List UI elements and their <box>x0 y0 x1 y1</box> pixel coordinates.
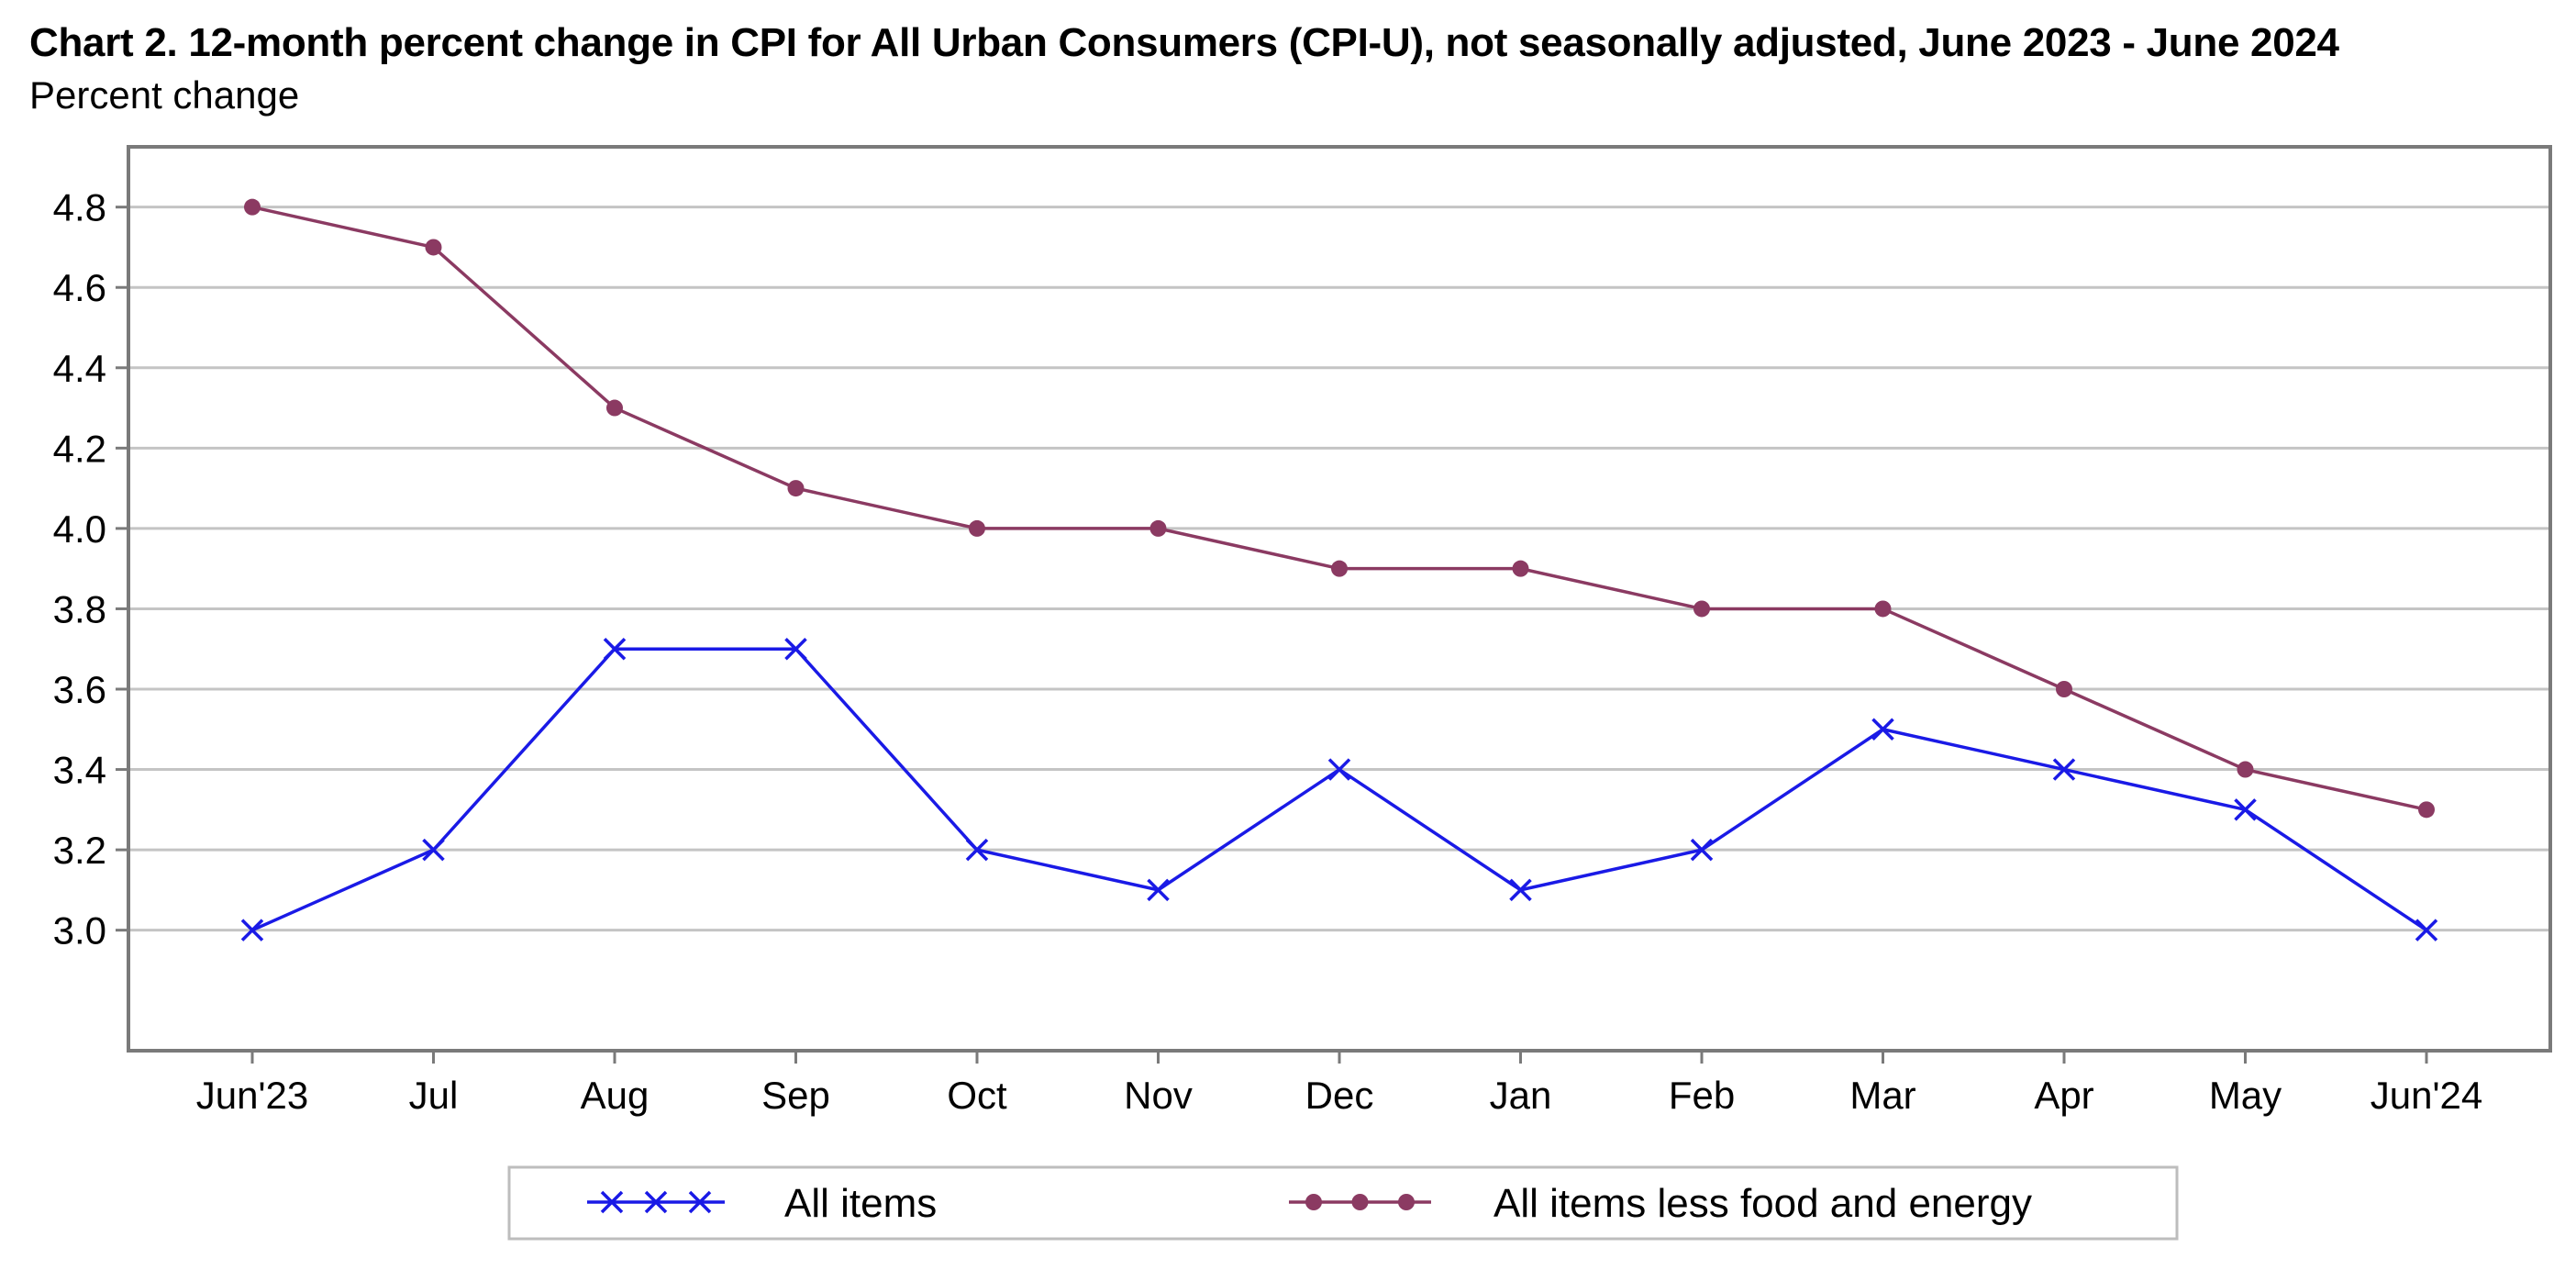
x-tick-label: Mar <box>1849 1074 1915 1117</box>
chart-title: Chart 2. 12-month percent change in CPI … <box>29 20 2339 65</box>
y-tick-label: 3.4 <box>53 749 106 792</box>
data-point <box>1874 600 1892 618</box>
legend-label: All items <box>784 1181 937 1226</box>
data-point <box>2415 919 2438 941</box>
y-tick-label: 4.0 <box>53 507 106 551</box>
legend-marker <box>600 1190 624 1214</box>
data-point <box>606 399 623 417</box>
data-point <box>1693 600 1710 618</box>
data-point <box>1690 838 1714 862</box>
legend-marker <box>644 1190 668 1214</box>
data-point <box>2418 801 2435 819</box>
x-tick-label: Jun'24 <box>2371 1074 2482 1117</box>
series-line <box>251 647 2427 932</box>
data-point <box>1327 758 1351 781</box>
legend-marker <box>1398 1194 1415 1210</box>
y-tick-label: 3.8 <box>53 587 106 630</box>
data-point <box>2237 761 2254 778</box>
data-point <box>1509 878 1532 902</box>
x-tick-label: Apr <box>2034 1074 2093 1117</box>
data-point <box>2056 681 2072 697</box>
series-layer <box>240 198 2438 941</box>
data-point <box>2052 758 2076 781</box>
data-point <box>1147 878 1170 902</box>
x-tick-label: May <box>2209 1074 2282 1117</box>
series-all-items-less-food-and-energy <box>244 198 2435 819</box>
x-tick-label: Aug <box>581 1074 650 1117</box>
x-axis-ticks: Jun'23 Jul Aug Sep Oct Nov Dec Jan Feb Mar Apr May J… <box>196 1051 2482 1117</box>
legend: All items All items less food and energy <box>507 1165 2179 1241</box>
legend-item: All items <box>587 1181 937 1226</box>
legend-marker <box>1305 1194 1322 1210</box>
y-axis-ticks: 3.0 3.2 3.4 3.6 3.8 4.0 4.2 4.4 4.6 4.8 <box>53 186 128 952</box>
x-tick-label: Jun'23 <box>196 1074 308 1117</box>
data-point <box>2234 798 2257 821</box>
series-all-items <box>240 637 2438 941</box>
data-point <box>1331 560 1348 577</box>
data-point <box>1871 718 1894 741</box>
x-tick-label: Feb <box>1669 1074 1735 1117</box>
series-line <box>251 205 2427 812</box>
data-point <box>784 637 807 661</box>
x-tick-label: Jul <box>409 1074 459 1117</box>
data-point <box>969 519 985 537</box>
data-point <box>425 239 442 256</box>
y-tick-label: 4.4 <box>53 347 106 390</box>
x-tick-label: Nov <box>1124 1074 1193 1117</box>
data-point <box>787 480 805 497</box>
data-point <box>603 637 627 661</box>
x-tick-label: Jan <box>1490 1074 1552 1117</box>
data-point <box>1149 519 1167 537</box>
data-point <box>244 198 261 216</box>
y-tick-label: 4.6 <box>53 266 106 309</box>
data-point <box>240 919 264 941</box>
y-tick-label: 4.8 <box>53 186 106 229</box>
data-point <box>965 838 989 862</box>
data-point <box>422 838 445 862</box>
y-tick-label: 3.2 <box>53 829 106 872</box>
legend-label: All items less food and energy <box>1493 1181 2032 1226</box>
legend-marker <box>1351 1194 1369 1210</box>
data-point <box>1512 560 1529 577</box>
x-tick-label: Oct <box>947 1074 1007 1117</box>
legend-marker <box>688 1190 712 1214</box>
y-tick-label: 4.2 <box>53 427 106 470</box>
x-tick-label: Sep <box>761 1074 830 1117</box>
y-axis-label: Percent change <box>29 73 300 117</box>
x-tick-label: Dec <box>1305 1074 1374 1117</box>
legend-item: All items less food and energy <box>1289 1181 2032 1226</box>
y-tick-label: 3.6 <box>53 668 106 711</box>
plot-frame <box>127 145 2552 1053</box>
y-tick-label: 3.0 <box>53 909 106 952</box>
